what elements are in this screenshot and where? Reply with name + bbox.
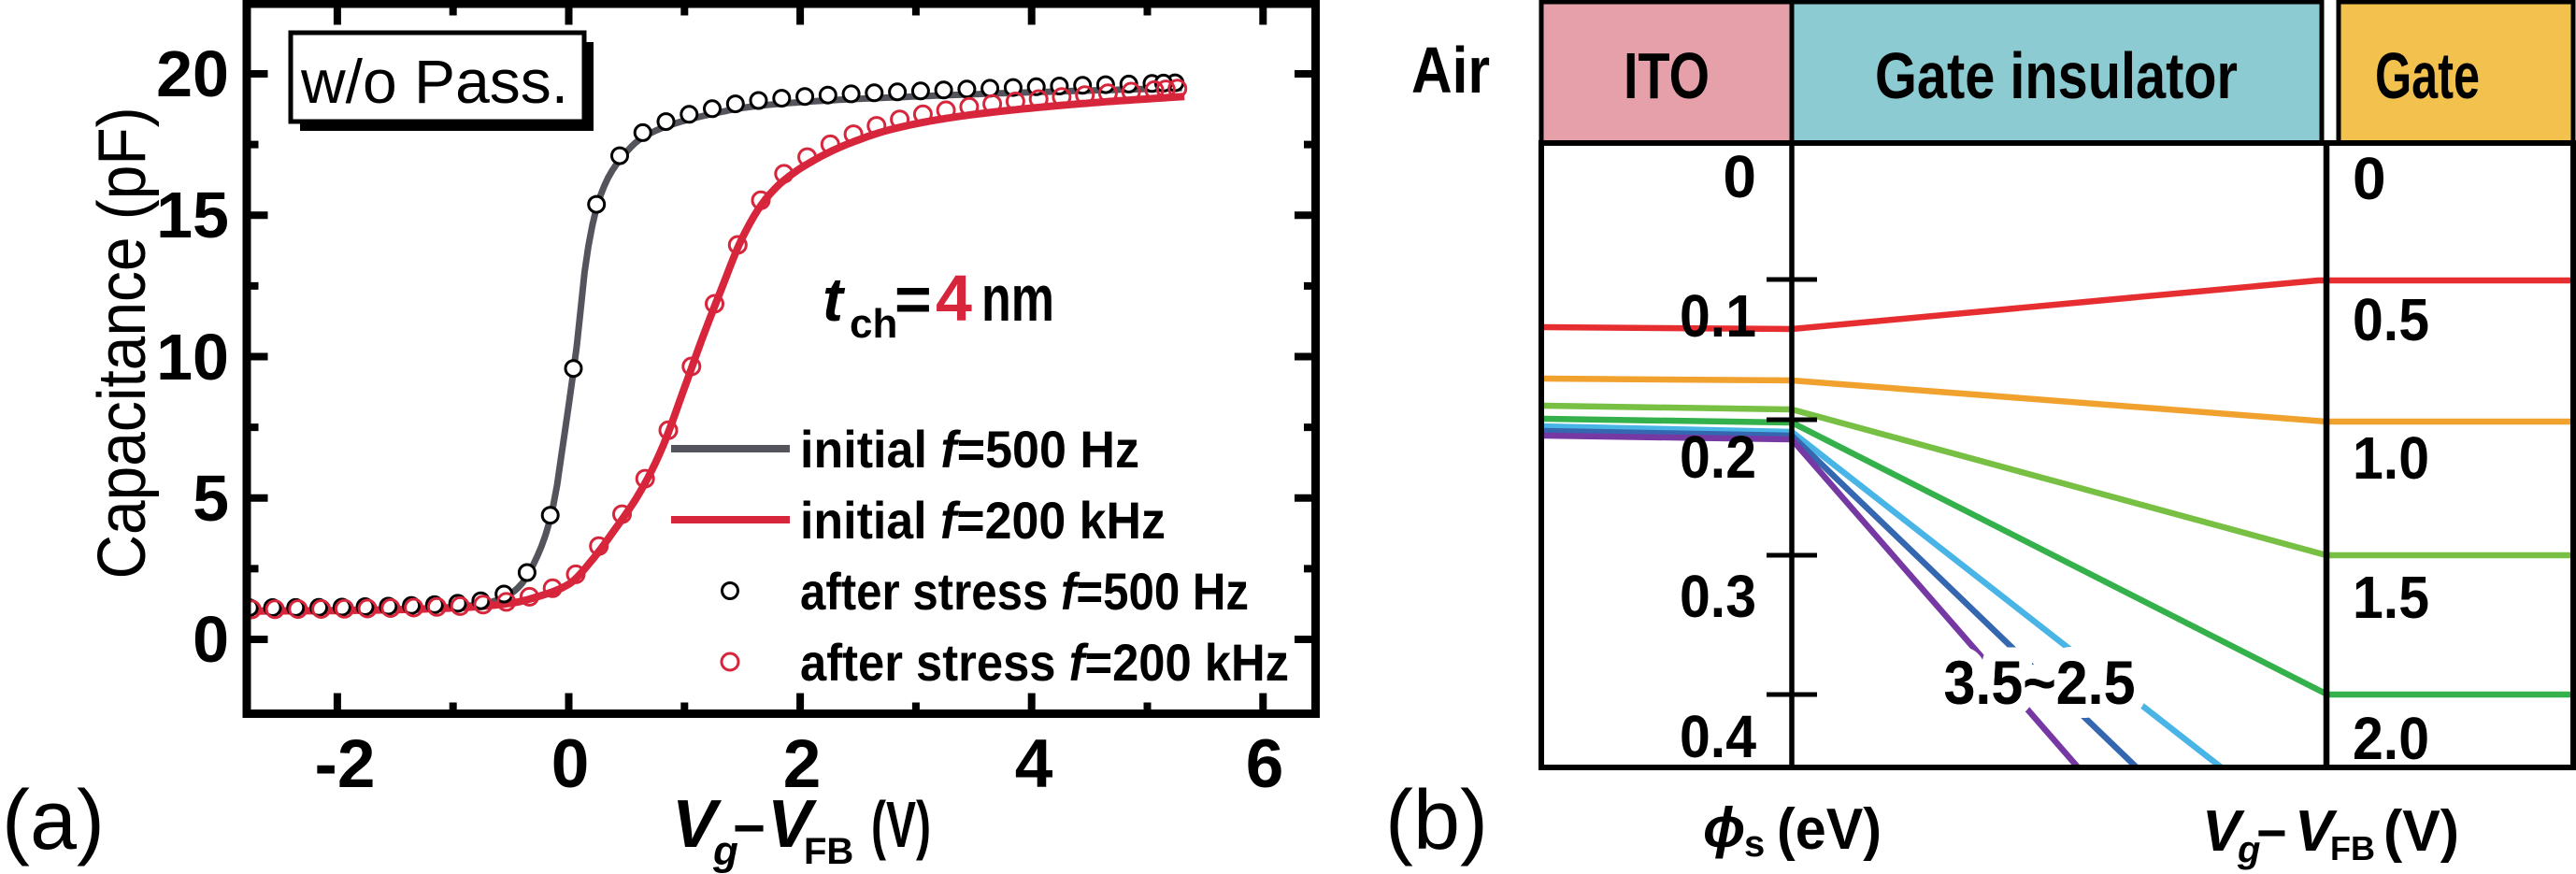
svg-text:g: g	[2237, 829, 2260, 870]
svg-text:Gate: Gate	[2375, 39, 2480, 112]
svg-text:t: t	[823, 265, 846, 334]
svg-text:1.0: 1.0	[2353, 424, 2429, 492]
svg-text:ch: ch	[850, 301, 897, 347]
svg-text:(a): (a)	[2, 774, 105, 867]
svg-text:6: 6	[1246, 726, 1284, 802]
svg-text:−: −	[2256, 803, 2287, 862]
svg-text:(eV): (eV)	[1777, 797, 1882, 862]
svg-text:0.4: 0.4	[1680, 703, 1756, 770]
svg-text:10: 10	[156, 321, 229, 394]
svg-text:s: s	[1744, 824, 1765, 865]
svg-text:after stress f=200 kHz: after stress f=200 kHz	[800, 633, 1289, 692]
svg-text:Capacitance (pF): Capacitance (pF)	[85, 107, 160, 580]
svg-text:3.5~2.5: 3.5~2.5	[1944, 648, 2136, 717]
svg-text:nm: nm	[981, 262, 1054, 335]
svg-text:0.1: 0.1	[1680, 282, 1756, 350]
svg-text:V: V	[2202, 799, 2245, 864]
svg-text:FB: FB	[2330, 829, 2375, 867]
svg-text:(V): (V)	[871, 788, 931, 861]
svg-text:ITO: ITO	[1624, 39, 1710, 112]
svg-text:0.2: 0.2	[1680, 423, 1756, 491]
svg-text:initial f=200 kHz: initial f=200 kHz	[800, 491, 1166, 550]
svg-text:0.5: 0.5	[2353, 286, 2429, 353]
svg-text:Gate insulator: Gate insulator	[1875, 39, 2238, 112]
svg-text:0: 0	[193, 603, 229, 676]
svg-text:initial f=500 Hz: initial f=500 Hz	[800, 420, 1139, 479]
svg-text:2: 2	[783, 726, 822, 802]
svg-text:20: 20	[156, 37, 229, 110]
svg-text:3.5~2.5: 3.5~2.5	[1944, 648, 2136, 717]
svg-text:0: 0	[2353, 145, 2386, 212]
svg-text:5: 5	[193, 462, 229, 535]
svg-text:2.0: 2.0	[2353, 705, 2429, 772]
svg-text:V: V	[767, 787, 818, 862]
svg-text:Air: Air	[1411, 34, 1490, 107]
svg-text:(b): (b)	[1385, 774, 1488, 867]
svg-text:FB: FB	[804, 831, 853, 872]
svg-text:=: =	[894, 264, 932, 335]
svg-text:−: −	[733, 796, 766, 859]
svg-text:1.5: 1.5	[2353, 564, 2429, 631]
svg-text:0: 0	[1723, 143, 1756, 210]
svg-text:15: 15	[156, 179, 229, 251]
svg-text:g: g	[712, 828, 738, 874]
svg-text:(V): (V)	[2383, 799, 2459, 864]
svg-text:4: 4	[1015, 726, 1053, 802]
svg-text:w/o Pass.: w/o Pass.	[300, 47, 568, 116]
svg-text:0: 0	[551, 726, 590, 802]
svg-text:V: V	[2295, 799, 2338, 864]
svg-text:V: V	[672, 787, 723, 862]
svg-text:after stress f=500 Hz: after stress f=500 Hz	[800, 562, 1249, 621]
svg-text:ϕ: ϕ	[1703, 796, 1745, 859]
svg-text:4: 4	[936, 262, 972, 335]
svg-text:-2: -2	[315, 726, 376, 802]
svg-text:0.3: 0.3	[1680, 563, 1756, 630]
